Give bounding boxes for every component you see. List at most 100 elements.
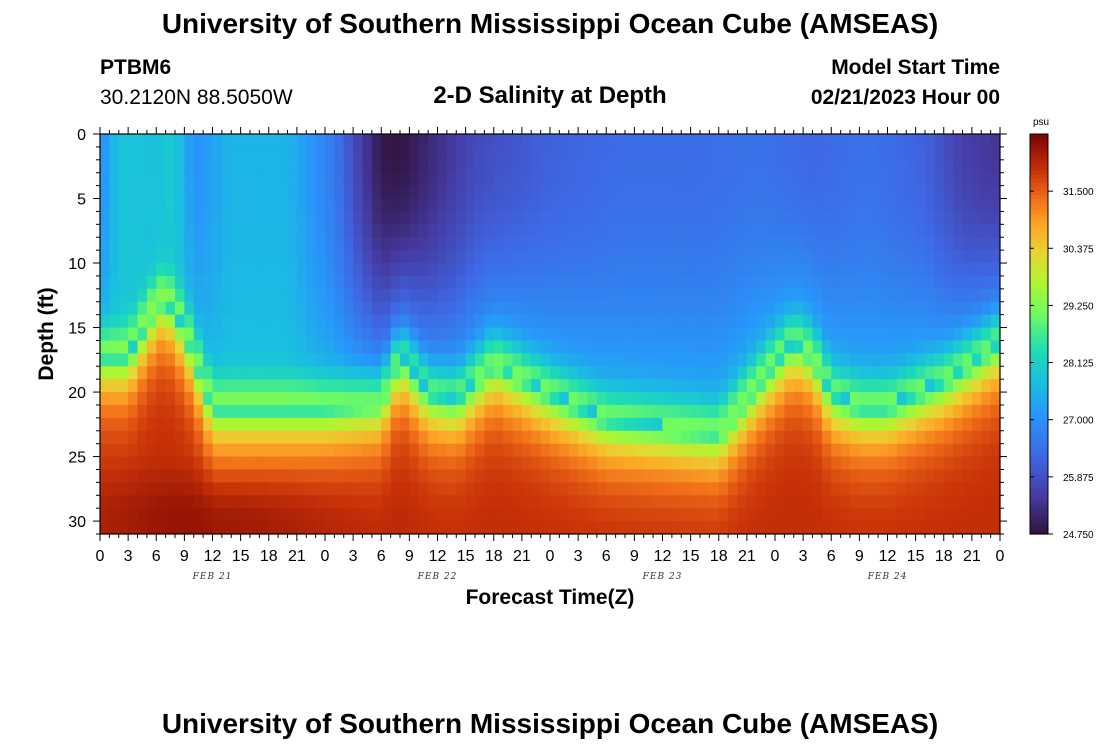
heatmap-cell <box>193 146 204 161</box>
heatmap-cell <box>334 185 345 200</box>
heatmap-cell <box>906 237 917 251</box>
heatmap-cell <box>840 275 851 290</box>
colorbar-segment <box>1030 262 1048 267</box>
heatmap-cell <box>184 456 195 471</box>
heatmap-cell <box>596 469 607 483</box>
heatmap-cell <box>746 392 757 406</box>
heatmap-cell <box>456 521 467 534</box>
heatmap-cell <box>868 456 879 471</box>
heatmap-cell <box>231 456 242 471</box>
x-tick-label: 12 <box>204 548 222 565</box>
heatmap-cell <box>962 224 973 238</box>
heatmap-cell <box>371 443 382 458</box>
heatmap-cell <box>465 211 476 225</box>
heatmap-cell <box>521 314 532 329</box>
heatmap-cell <box>362 469 373 483</box>
heatmap-cell <box>456 366 467 380</box>
heatmap-cell <box>700 417 710 432</box>
heatmap-cell <box>221 521 232 534</box>
heatmap-cell <box>690 211 701 225</box>
heatmap-cell <box>681 172 692 187</box>
heatmap-cell <box>737 521 748 534</box>
heatmap-cell <box>146 159 157 174</box>
heatmap-cell <box>990 211 1000 225</box>
heatmap-cell <box>953 456 964 471</box>
heatmap-cell <box>775 237 785 251</box>
heatmap-cell <box>334 456 345 471</box>
heatmap-cell <box>859 301 870 316</box>
heatmap-cell <box>765 211 776 225</box>
heatmap-cell <box>362 314 373 329</box>
heatmap-cell <box>625 301 635 316</box>
heatmap-cell <box>428 392 439 406</box>
heatmap-cell <box>775 353 785 367</box>
heatmap-cell <box>175 353 185 367</box>
heatmap-cell <box>990 250 1000 264</box>
heatmap-cell <box>728 301 739 316</box>
heatmap-cell <box>521 198 532 213</box>
heatmap-cell <box>437 250 448 264</box>
heatmap-cell <box>784 340 795 354</box>
heatmap-cell <box>146 237 157 251</box>
heatmap-cell <box>343 404 354 419</box>
heatmap-cell <box>287 430 298 445</box>
heatmap-cell <box>990 263 1000 277</box>
heatmap-cell <box>437 211 448 225</box>
heatmap-cell <box>371 340 382 354</box>
heatmap-cell <box>812 288 823 303</box>
heatmap-cell <box>156 392 167 406</box>
heatmap-cell <box>559 340 570 354</box>
heatmap-cell <box>728 353 739 367</box>
heatmap-cell <box>906 521 917 534</box>
heatmap-cell <box>146 198 157 213</box>
heatmap-cell <box>446 198 457 213</box>
heatmap-cell <box>353 211 364 225</box>
heatmap-cell <box>896 443 907 458</box>
colorbar-segment <box>1030 134 1048 139</box>
heatmap-cell <box>868 263 879 277</box>
heatmap-cell <box>418 146 429 161</box>
heatmap-cell <box>859 521 870 534</box>
heatmap-cell <box>831 172 842 187</box>
heatmap-cell <box>259 198 270 213</box>
heatmap-cell <box>306 456 317 471</box>
heatmap-cell <box>353 456 364 471</box>
heatmap-cell <box>493 314 504 329</box>
heatmap-cell <box>128 224 139 238</box>
heatmap-cell <box>231 366 242 380</box>
heatmap-cell <box>746 327 757 342</box>
heatmap-cell <box>193 159 204 174</box>
heatmap-cell <box>118 456 129 471</box>
heatmap-cell <box>681 482 692 496</box>
heatmap-cell <box>512 172 523 187</box>
colorbar-segment <box>1030 530 1048 535</box>
heatmap-cell <box>596 134 607 148</box>
heatmap-cell <box>212 288 223 303</box>
heatmap-cell <box>250 456 260 471</box>
heatmap-cell <box>306 495 317 509</box>
heatmap-cell <box>840 159 851 174</box>
heatmap-cell <box>400 379 410 393</box>
heatmap-cell <box>728 275 739 290</box>
heatmap-cell <box>868 340 879 354</box>
heatmap-cell <box>550 314 560 329</box>
heatmap-cell <box>521 237 532 251</box>
heatmap-cell <box>746 456 757 471</box>
heatmap-cell <box>550 134 560 148</box>
heatmap-cell <box>840 495 851 509</box>
x-tick-label: 9 <box>855 548 864 565</box>
heatmap-cell <box>184 404 195 419</box>
heatmap-cell <box>100 288 110 303</box>
heatmap-cell <box>568 521 579 534</box>
heatmap-cell <box>325 379 335 393</box>
heatmap-cell <box>971 379 982 393</box>
heatmap-cell <box>906 301 917 316</box>
heatmap-cell <box>887 250 898 264</box>
heatmap-cell <box>793 353 804 367</box>
heatmap-cell <box>709 237 720 251</box>
heatmap-cell <box>446 495 457 509</box>
heatmap-cell <box>896 482 907 496</box>
heatmap-cell <box>325 456 335 471</box>
heatmap-cell <box>325 237 335 251</box>
heatmap-cell <box>831 159 842 174</box>
